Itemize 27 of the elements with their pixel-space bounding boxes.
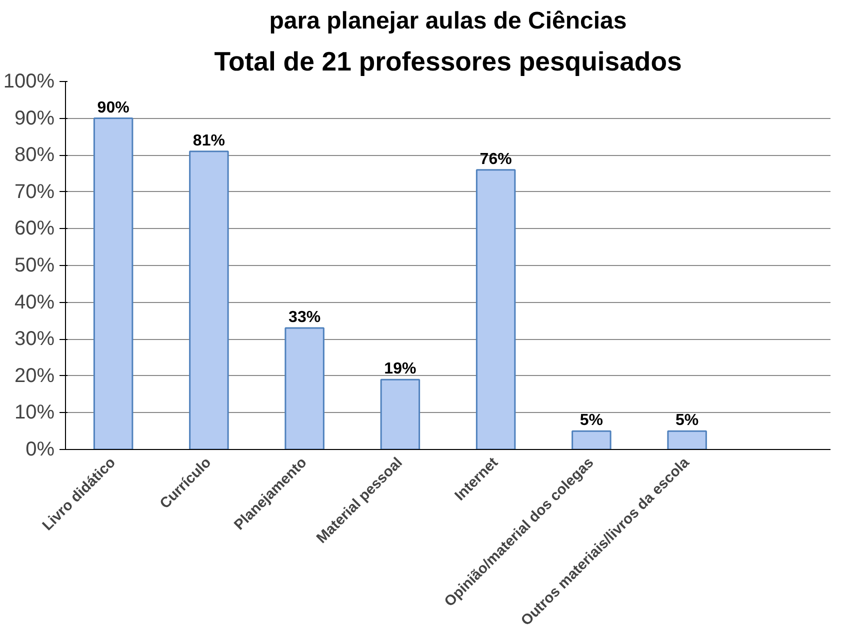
bar bbox=[189, 150, 229, 450]
data-label: 5% bbox=[580, 412, 603, 430]
bar bbox=[380, 378, 420, 450]
chart-subtitle: Total de 21 professores pesquisados bbox=[214, 46, 682, 76]
bar bbox=[284, 327, 324, 450]
bar bbox=[476, 169, 516, 450]
y-tick-label: 30% bbox=[14, 328, 55, 350]
chart-title: para planejar aulas de Ciências bbox=[269, 8, 627, 34]
bar bbox=[572, 430, 612, 450]
bar bbox=[93, 118, 134, 450]
y-tick-label: 50% bbox=[14, 254, 55, 276]
data-label: 90% bbox=[97, 99, 130, 116]
y-tick-label: 90% bbox=[14, 107, 55, 130]
y-tick-label: 80% bbox=[14, 144, 55, 166]
y-tick-label: 0% bbox=[26, 438, 55, 460]
y-tick-label: 40% bbox=[14, 291, 55, 314]
data-label: 5% bbox=[676, 412, 699, 430]
data-label: 33% bbox=[288, 309, 321, 326]
bar bbox=[667, 430, 707, 450]
data-label: 19% bbox=[384, 360, 416, 378]
y-tick-label: 20% bbox=[14, 364, 55, 387]
y-tick-label: 60% bbox=[14, 218, 55, 240]
data-label: 81% bbox=[192, 132, 225, 150]
y-tick-label: 70% bbox=[14, 180, 55, 203]
y-tick-label: 10% bbox=[14, 402, 55, 424]
y-tick-label: 100% bbox=[3, 70, 55, 92]
data-label: 76% bbox=[480, 150, 512, 168]
